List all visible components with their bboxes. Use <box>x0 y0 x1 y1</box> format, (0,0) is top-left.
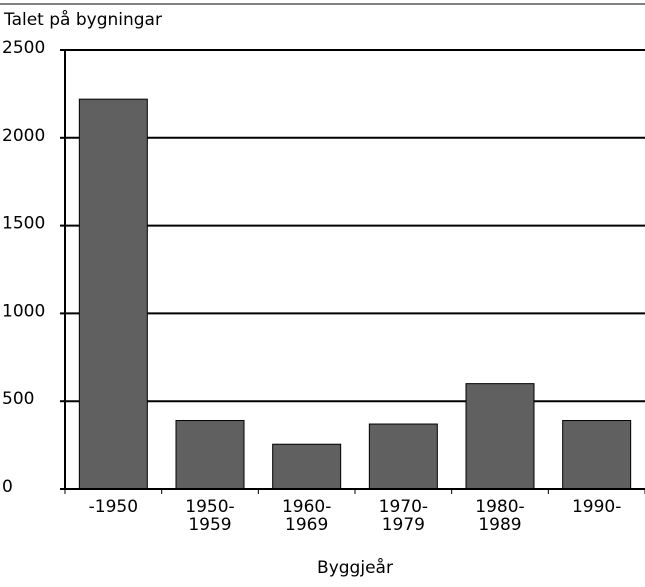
x-axis-label: Byggjeår <box>317 557 393 578</box>
bar <box>562 420 632 490</box>
bar <box>175 420 245 490</box>
y-tick-label: 1500 <box>2 214 45 234</box>
x-tick-label: 1990- <box>571 497 622 517</box>
x-tick-label: 1960- 1969 <box>281 497 332 535</box>
bar <box>272 443 342 490</box>
bar <box>465 383 535 490</box>
y-axis-label: Talet på bygningar <box>3 9 162 30</box>
y-tick-label: 2000 <box>2 126 45 146</box>
y-tick-label: 1000 <box>2 301 45 321</box>
y-tick-label: 500 <box>2 389 34 409</box>
bar <box>78 98 148 490</box>
x-tick-label: 1980- 1989 <box>475 497 525 535</box>
x-tick-label: -1950 <box>88 497 139 517</box>
bar <box>368 423 438 490</box>
y-tick-label: 2500 <box>2 38 45 58</box>
y-tick-label: 0 <box>2 477 13 497</box>
x-tick-label: 1950- 1959 <box>185 497 235 535</box>
x-tick-label: 1970- 1979 <box>378 497 429 535</box>
